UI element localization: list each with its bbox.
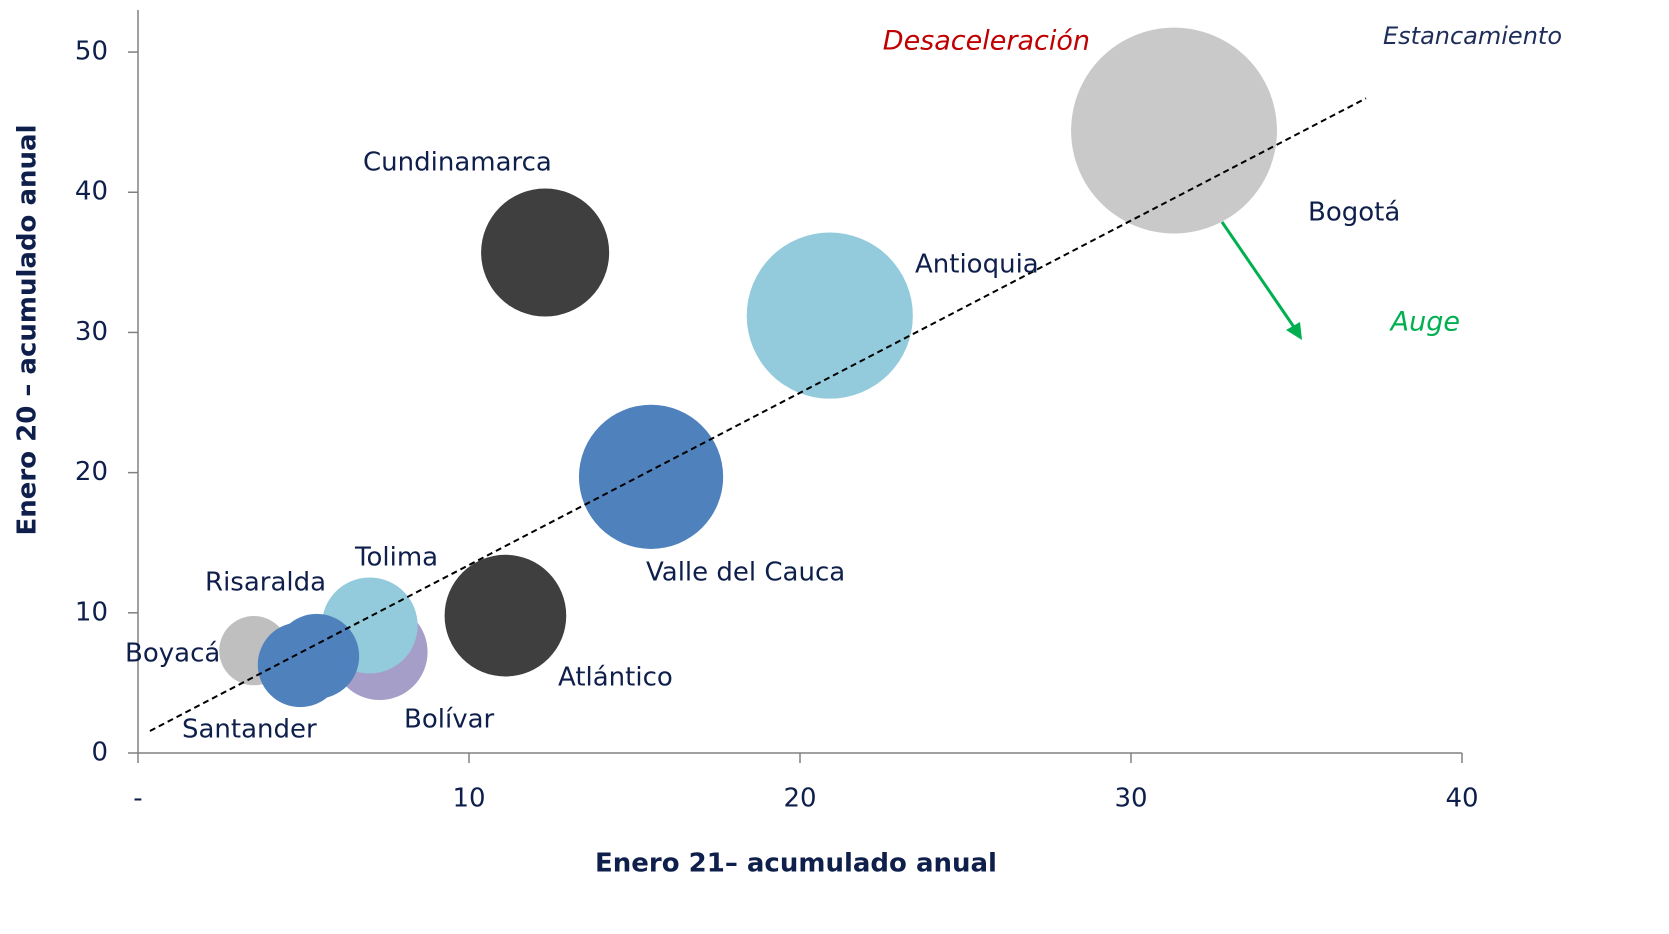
bubble [746, 232, 913, 399]
y-tick-label: 0 [91, 738, 108, 768]
bubble-label: Valle del Cauca [646, 558, 845, 588]
bubble-label: Risaralda [205, 568, 326, 598]
bubble-label: Santander [182, 715, 317, 745]
annotation: Auge [1389, 307, 1460, 338]
y-tick-label: 40 [75, 177, 108, 207]
arrow-head [1286, 322, 1302, 340]
bubble-label: Antioquia [915, 250, 1039, 280]
bubble-label: Bolívar [404, 705, 495, 735]
bubble-label: Atlántico [558, 663, 673, 693]
bubble [578, 404, 724, 549]
bubble [444, 554, 567, 677]
y-tick-label: 20 [75, 457, 108, 487]
x-tick-label: 40 [1445, 784, 1478, 814]
x-tick-label: 30 [1114, 784, 1147, 814]
y-tick-label: 30 [75, 317, 108, 347]
bubble [257, 622, 343, 708]
y-tick-label: 50 [75, 37, 108, 67]
x-axis-title: Enero 21– acumulado anual [595, 849, 997, 879]
y-tick-label: 10 [75, 597, 108, 627]
annotation: Desaceleración [883, 26, 1090, 57]
y-axis-title: Enero 20 – acumulado anual [13, 125, 43, 536]
trendline [149, 97, 1367, 732]
bubble-label: Cundinamarca [363, 148, 552, 178]
x-tick-label: - [133, 784, 142, 814]
bubble [1071, 27, 1277, 234]
bubble-label: Bogotá [1308, 198, 1400, 228]
arrow [1220, 221, 1298, 331]
bubble [481, 188, 610, 317]
annotation: Estancamiento [1383, 22, 1562, 50]
x-tick-label: 10 [452, 784, 485, 814]
bubble-label: Boyacá [125, 639, 220, 669]
bubble-label: Tolima [354, 543, 438, 573]
x-tick-label: 20 [783, 784, 816, 814]
